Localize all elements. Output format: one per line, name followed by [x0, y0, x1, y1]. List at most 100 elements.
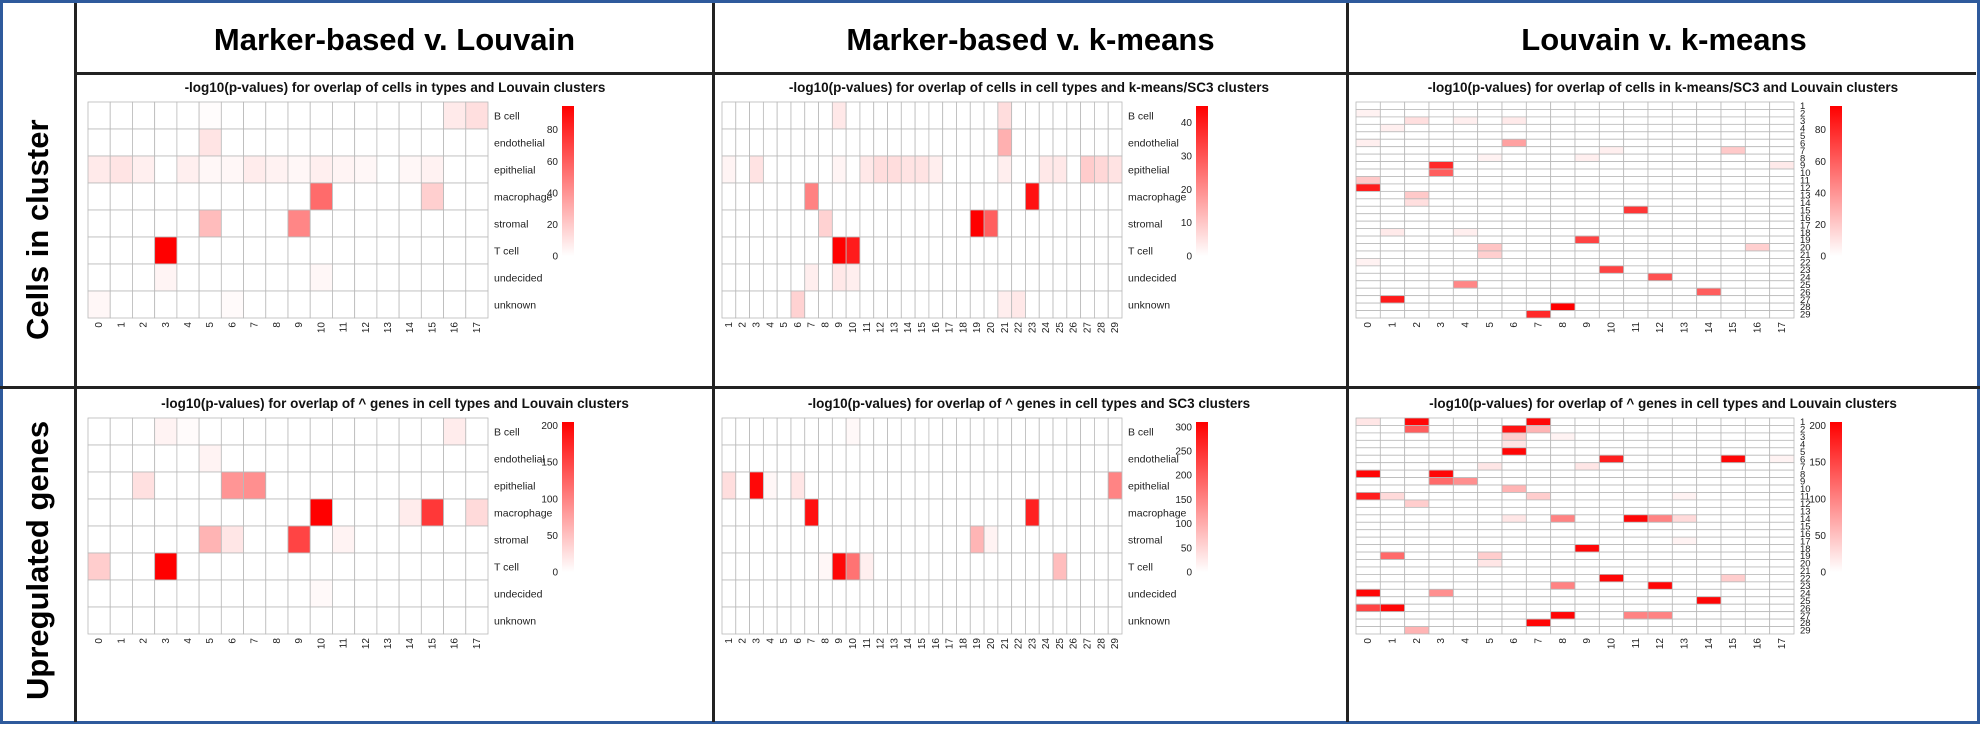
heatmap-cell	[1428, 551, 1454, 560]
heatmap-cell	[721, 498, 737, 527]
heatmap-cell	[804, 290, 819, 319]
heatmap-cell	[1574, 258, 1600, 267]
heatmap-cell	[1525, 544, 1552, 553]
colorbar-tick-label: 100	[1809, 494, 1826, 505]
heatmap-cell	[914, 498, 930, 527]
row-tick-label: T cell	[1128, 561, 1153, 573]
heatmap-cell	[1598, 287, 1625, 297]
heatmap-cell	[1355, 566, 1381, 575]
heatmap-cell	[900, 525, 916, 554]
heatmap-grid	[721, 101, 1123, 319]
heatmap-cell	[1525, 432, 1552, 441]
heatmap-cell	[1477, 492, 1503, 501]
col-tick-label: 14	[405, 322, 416, 334]
heatmap-cell	[265, 209, 289, 238]
heatmap-cell	[1428, 536, 1454, 546]
heatmap-cell	[721, 182, 737, 211]
heatmap-cell	[1477, 506, 1503, 516]
heatmap-cell	[332, 552, 356, 581]
heatmap-cell	[1501, 153, 1527, 162]
heatmap-cell	[1025, 101, 1040, 130]
heatmap-cell	[1696, 559, 1722, 568]
heatmap-cell	[109, 525, 133, 554]
heatmap-cell	[176, 417, 200, 446]
heatmap-cell	[1769, 626, 1795, 635]
heatmap-cell	[443, 101, 467, 130]
heatmap-cell	[1720, 596, 1746, 605]
col-tick-label: 1	[116, 638, 127, 644]
heatmap-cell	[1355, 611, 1381, 620]
row-tick-label: 9	[1800, 161, 1805, 172]
heatmap-cell	[1671, 521, 1698, 531]
col-tick-label: 2	[139, 322, 150, 328]
heatmap-cell	[1038, 606, 1054, 635]
heatmap-cell	[1011, 128, 1026, 157]
heatmap-cell	[465, 552, 489, 581]
heatmap-cell	[1623, 243, 1649, 252]
heatmap-cell	[154, 263, 178, 292]
heatmap-cell	[1769, 447, 1795, 456]
heatmap-cell	[1720, 432, 1746, 441]
heatmap-cell	[1355, 272, 1381, 282]
heatmap-cell	[1598, 109, 1625, 118]
heatmap-cell	[1428, 626, 1454, 635]
heatmap-cell	[859, 498, 875, 527]
heatmap-cell	[198, 236, 222, 265]
heatmap-cell	[1355, 596, 1381, 605]
heatmap-cell	[1720, 462, 1746, 471]
heatmap-cell	[845, 128, 861, 157]
heatmap-cell	[1452, 213, 1479, 222]
heatmap-cell	[1647, 183, 1673, 192]
heatmap-cell	[1574, 190, 1600, 200]
heatmap-cell	[1647, 559, 1673, 568]
heatmap-svg: B cellendothelialepithelialmacrophagestr…	[87, 101, 574, 334]
heatmap-cell	[1769, 310, 1795, 319]
heatmap-cell	[1720, 116, 1746, 125]
heatmap-cell	[1744, 146, 1771, 155]
heatmap-cell	[1720, 581, 1746, 590]
heatmap-cell	[1525, 265, 1552, 274]
heatmap-cell	[1094, 290, 1109, 319]
heatmap-cell	[859, 209, 875, 238]
colorbar-tick-label: 100	[541, 494, 558, 505]
heatmap-cell	[859, 290, 875, 319]
heatmap-cell	[1052, 579, 1068, 608]
heatmap-cell	[1355, 153, 1381, 162]
heatmap-cell	[735, 128, 750, 157]
heatmap-cell	[1696, 302, 1722, 311]
heatmap-cell	[87, 263, 111, 292]
heatmap-cell	[132, 290, 156, 319]
heatmap-cell	[1598, 190, 1625, 200]
heatmap-cell	[1428, 581, 1454, 590]
heatmap-cell	[776, 471, 792, 500]
heatmap-cell	[831, 209, 847, 238]
heatmap-cell	[1598, 235, 1625, 244]
heatmap-cell	[87, 209, 111, 238]
heatmap-cell	[1647, 205, 1673, 215]
heatmap-cell	[1696, 116, 1722, 125]
heatmap-cell	[1744, 131, 1771, 140]
row-tick-label: 4	[1800, 440, 1805, 451]
col-tick-label: 14	[405, 638, 416, 650]
heatmap-cell	[1452, 447, 1479, 456]
heatmap-cell	[887, 552, 902, 581]
row-tick-label: T cell	[494, 561, 519, 573]
heatmap-cell	[1574, 235, 1600, 244]
heatmap-cell	[1550, 220, 1576, 230]
heatmap-cell	[109, 471, 133, 500]
heatmap-cell	[831, 498, 847, 527]
heatmap-cell	[1623, 566, 1649, 575]
heatmap-cell	[1355, 603, 1381, 613]
col-tick-label: 2	[1412, 638, 1423, 644]
heatmap-cell	[1066, 182, 1082, 211]
row-tick-label: unknown	[494, 299, 536, 311]
heatmap-cell	[1404, 131, 1430, 140]
heatmap-cell	[1647, 566, 1673, 575]
heatmap-cell	[1525, 439, 1552, 449]
row-tick-label: 27	[1800, 611, 1811, 622]
col-tick-label: 18	[958, 322, 969, 334]
colorbar-tick-label: 0	[1186, 568, 1192, 579]
heatmap-cell	[735, 579, 750, 608]
col-tick-label: 13	[889, 638, 900, 650]
heatmap-cell	[1080, 236, 1095, 265]
